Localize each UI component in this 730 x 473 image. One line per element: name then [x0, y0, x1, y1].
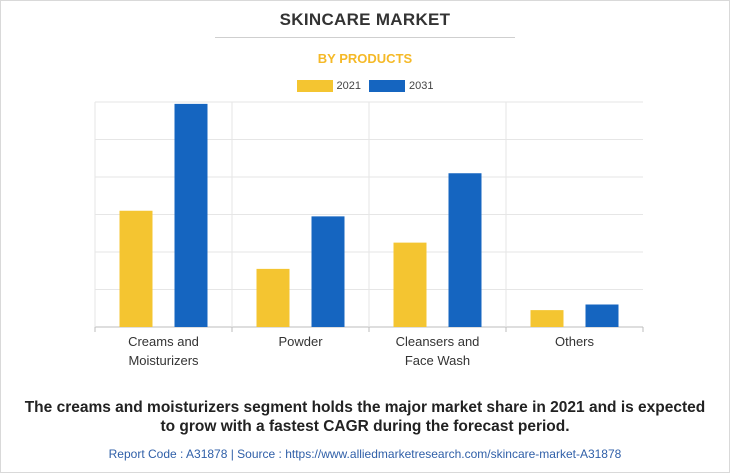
bar-2031-2	[448, 173, 482, 327]
source-line: Report Code : A31878 | Source : https://…	[108, 447, 622, 461]
bar-2021-2	[393, 242, 427, 327]
category-label-1-0: Powder	[278, 334, 323, 349]
bar-chart: Creams and Moisturizers Powder Cleansers an…	[94, 101, 644, 368]
caption-line-1: The creams and moisturizers segment hold…	[24, 399, 706, 416]
legend-item-2021[interactable]: 2021	[296, 80, 361, 92]
legend-swatch-2021	[296, 80, 333, 92]
chart-subtitle: BY PRODUCTS	[317, 51, 413, 66]
bar-2021-3	[530, 310, 564, 327]
legend-label-2031: 2031	[409, 80, 434, 92]
chart-title: SKINCARE MARKET	[279, 10, 451, 29]
bar-2031-3	[585, 304, 619, 327]
category-label-2-0: Cleansers and	[396, 334, 480, 349]
category-label-0-1: Moisturizers	[128, 353, 199, 368]
category-label-3-0: Others	[555, 334, 595, 349]
bar-2031-1	[311, 216, 345, 327]
legend-swatch-2031	[369, 80, 405, 92]
legend: 2021 2031	[0, 80, 730, 92]
title-divider	[215, 37, 515, 38]
legend-label-2021: 2021	[336, 80, 361, 92]
chart-caption: The creams and moisturizers segment hold…	[0, 398, 730, 436]
bar-2021-0	[119, 210, 153, 327]
category-label-0-0: Creams and	[128, 334, 199, 349]
caption-line-2: to grow with a fastest CAGR during the f…	[160, 418, 570, 435]
bar-2031-0	[174, 103, 208, 327]
category-label-2-1: Face Wash	[405, 353, 470, 368]
bar-2021-1	[256, 268, 290, 327]
legend-item-2031[interactable]: 2031	[369, 80, 433, 92]
